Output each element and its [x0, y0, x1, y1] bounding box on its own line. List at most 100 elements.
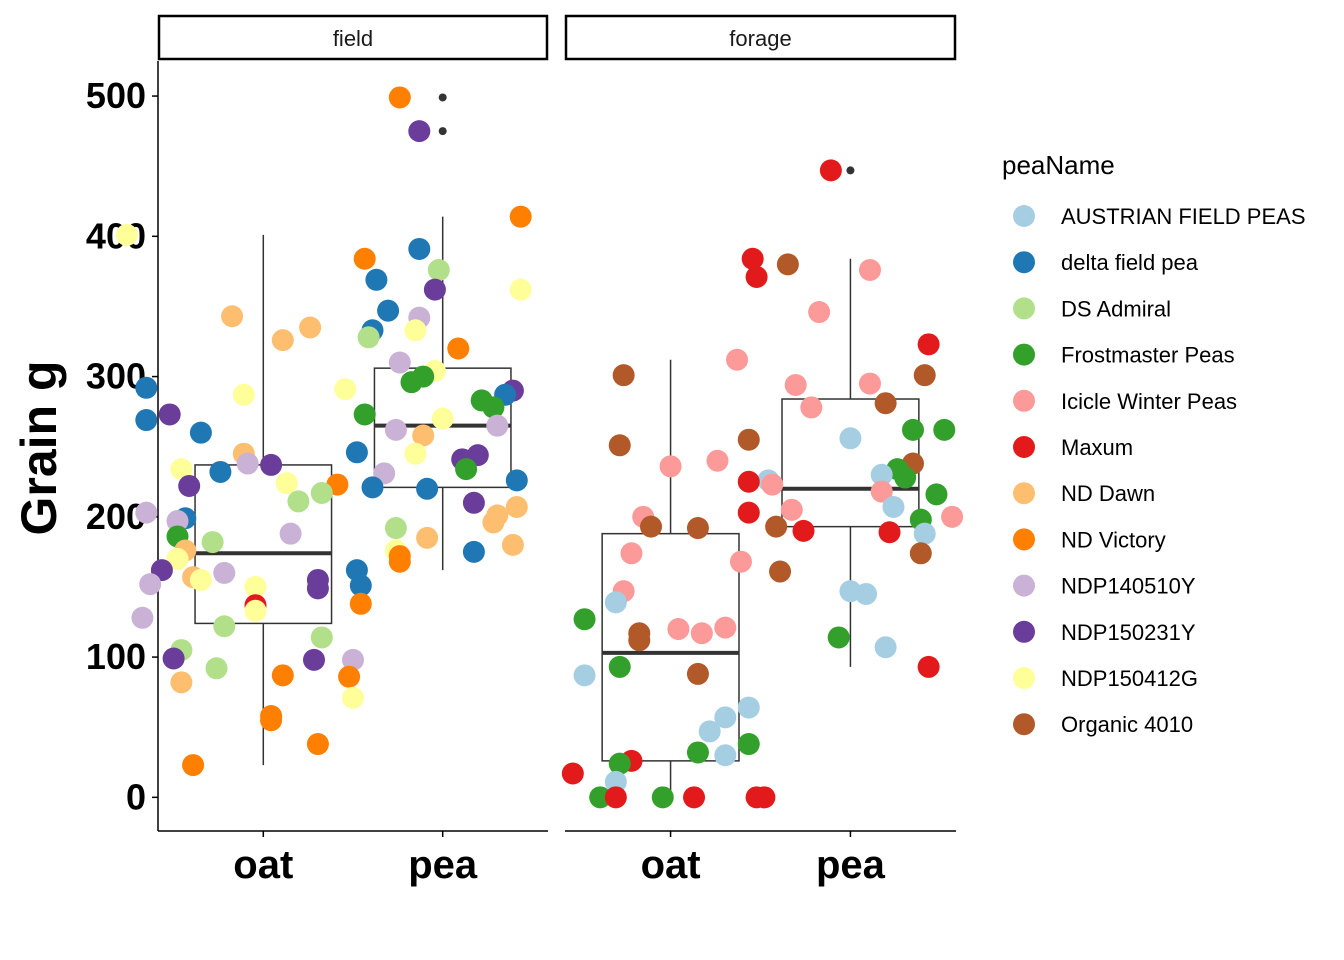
box-outlier — [438, 93, 447, 102]
data-point — [365, 268, 388, 291]
legend-label: AUSTRIAN FIELD PEAS — [1061, 204, 1306, 229]
data-point — [431, 407, 454, 430]
x-tick-label: pea — [408, 843, 478, 887]
data-point — [349, 592, 372, 615]
data-point — [388, 351, 411, 374]
data-point — [612, 364, 635, 387]
legend-key — [1013, 205, 1035, 227]
data-point — [416, 526, 439, 549]
legend-key — [1013, 574, 1035, 597]
legend-key — [1013, 667, 1035, 689]
data-point — [412, 424, 435, 447]
data-point — [299, 316, 322, 339]
y-axis-label: Grain g — [11, 360, 67, 535]
facet-panels: 0100200300400500fieldoatpeaforageoatpea — [86, 14, 964, 887]
data-point — [509, 205, 532, 228]
data-point — [874, 636, 897, 659]
y-axis: 0100200300400500 — [86, 61, 159, 831]
legend-label: NDP140510Y — [1061, 574, 1196, 599]
data-point — [604, 591, 627, 614]
data-point — [686, 741, 709, 764]
data-point — [166, 547, 189, 570]
data-point — [205, 657, 228, 680]
data-point — [271, 664, 294, 687]
data-point — [361, 476, 384, 499]
legend-title: peaName — [1002, 150, 1115, 180]
data-point — [741, 247, 764, 270]
data-point — [384, 418, 407, 441]
data-point — [509, 278, 532, 301]
legend: peaName AUSTRIAN FIELD PEAS delta field p… — [1002, 150, 1306, 737]
data-point — [135, 409, 158, 432]
data-point — [334, 378, 357, 401]
data-point — [827, 626, 850, 649]
data-point — [870, 480, 893, 503]
data-point — [640, 515, 663, 538]
points-forage — [561, 159, 964, 809]
data-point — [388, 550, 411, 573]
data-point — [353, 247, 376, 270]
legend-key — [1013, 297, 1035, 320]
data-point — [737, 470, 760, 493]
legend-key — [1013, 343, 1035, 366]
data-point — [667, 618, 690, 641]
data-point — [776, 253, 799, 276]
data-point — [236, 452, 259, 475]
data-point — [894, 466, 917, 489]
data-point — [839, 427, 862, 450]
data-point — [858, 372, 881, 395]
data-point — [604, 770, 627, 793]
legend-label: NDP150231Y — [1061, 620, 1196, 645]
data-point — [338, 665, 361, 688]
data-point — [400, 371, 423, 394]
data-point — [683, 786, 706, 809]
data-point — [878, 521, 901, 544]
data-point — [858, 258, 881, 281]
data-point — [573, 664, 596, 687]
y-tick-label: 500 — [86, 75, 146, 116]
box-outlier — [846, 166, 855, 175]
data-point — [913, 364, 936, 387]
data-point — [737, 428, 760, 451]
data-point — [608, 655, 631, 678]
data-point — [714, 744, 737, 767]
panel-forage: forage oat pea — [561, 14, 964, 887]
data-point — [213, 561, 236, 584]
legend-key — [1013, 713, 1035, 736]
data-point — [792, 519, 815, 542]
data-point — [158, 403, 181, 426]
legend-key — [1013, 528, 1035, 551]
y-tick-label: 100 — [86, 636, 146, 677]
data-point — [377, 299, 400, 322]
data-point — [913, 522, 936, 545]
strip-label: field — [333, 26, 373, 51]
data-point — [303, 648, 325, 671]
data-point — [135, 501, 158, 524]
data-point — [404, 442, 427, 465]
data-point — [462, 540, 485, 563]
data-point — [416, 477, 439, 500]
data-point — [784, 373, 807, 396]
x-tick-label: pea — [816, 843, 886, 887]
legend-key — [1013, 389, 1035, 412]
data-point — [901, 418, 924, 441]
data-point — [342, 648, 364, 671]
data-point — [819, 159, 842, 182]
legend-label: Organic 4010 — [1061, 712, 1193, 737]
data-point — [486, 414, 509, 437]
data-point — [139, 573, 162, 596]
data-point — [384, 517, 407, 540]
data-point — [221, 305, 244, 328]
panel-field: field oat pea — [115, 14, 549, 887]
data-point — [501, 533, 524, 556]
data-point — [275, 472, 298, 495]
data-point — [561, 762, 584, 785]
data-point — [271, 329, 294, 352]
data-point — [698, 720, 721, 743]
data-point — [608, 434, 631, 457]
boxplot-pea — [373, 93, 512, 571]
x-tick-label: oat — [233, 843, 293, 887]
data-point — [933, 418, 956, 441]
boxplot-oat — [601, 359, 740, 798]
